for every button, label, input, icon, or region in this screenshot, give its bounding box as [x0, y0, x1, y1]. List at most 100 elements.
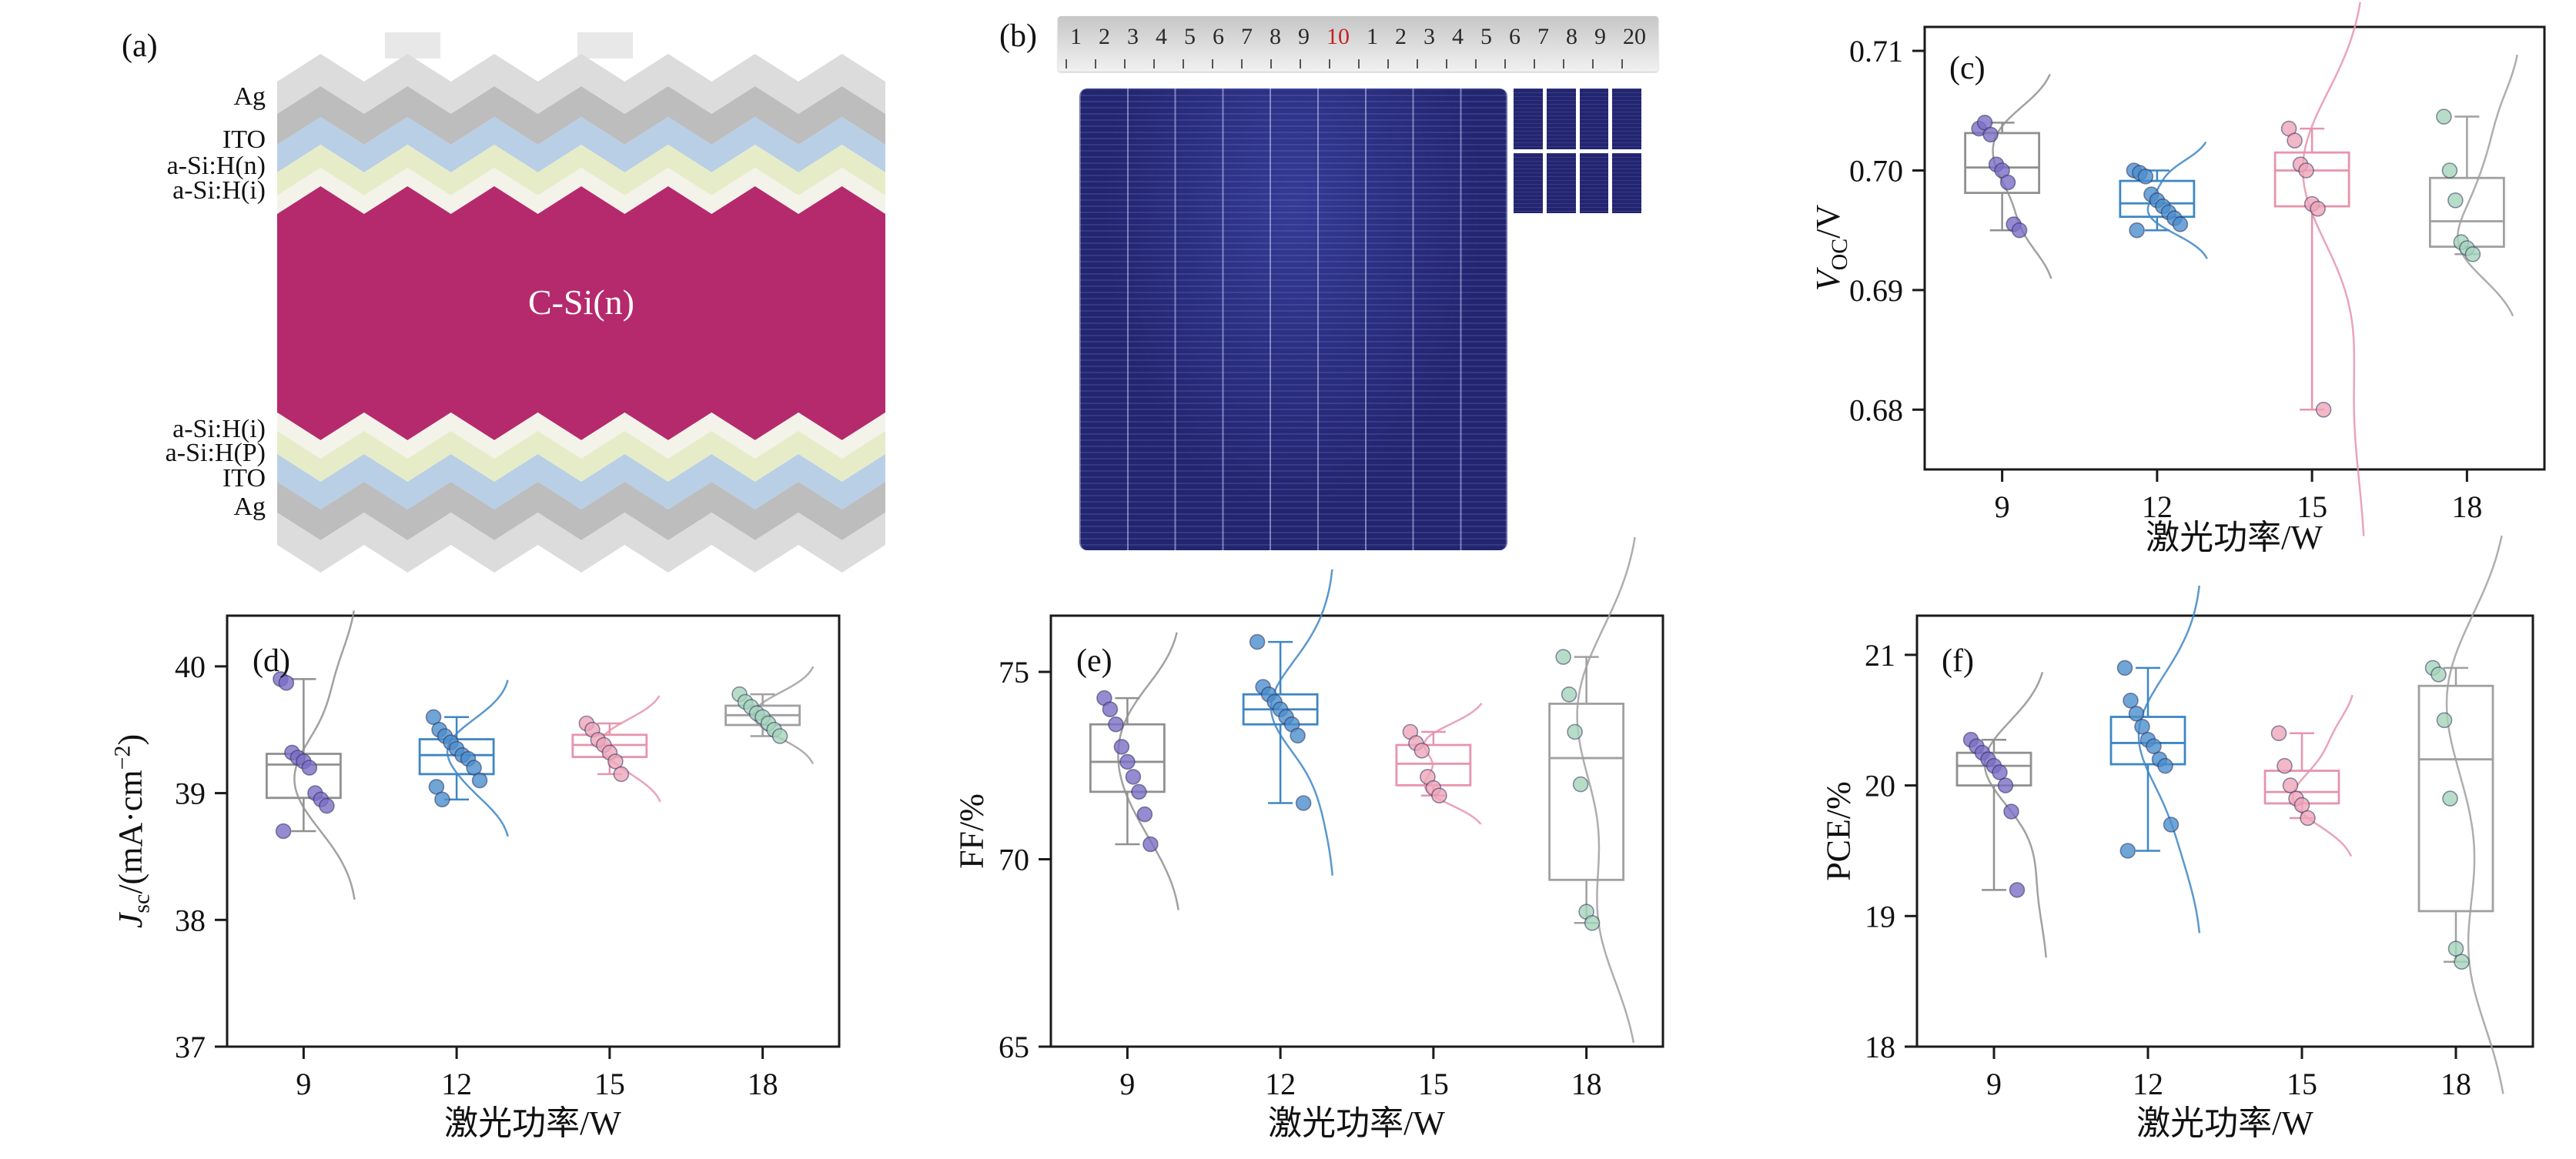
y-axis-label-part: OC [1826, 238, 1852, 271]
box-group [2263, 694, 2354, 857]
data-point [1584, 914, 1601, 931]
y-tick-label: 75 [999, 655, 1029, 690]
data-point [2129, 222, 2145, 239]
layer-label-asi-i-top: a-Si:H(i) [172, 176, 266, 205]
y-tick-label: 20 [1865, 769, 1895, 803]
violin-curve [2445, 535, 2504, 1094]
ruler-number: 7 [1241, 24, 1253, 49]
data-point [1555, 649, 1571, 665]
voc-x-axis-label: 激光功率/W [2146, 519, 2323, 556]
x-tick-label: 12 [2142, 489, 2173, 524]
x-tick-label: 12 [1265, 1067, 1296, 1101]
cell-fragment [1612, 152, 1641, 213]
ruler-number: 3 [1127, 24, 1139, 49]
box-group [2417, 535, 2504, 1094]
panel-b-tag: (b) [999, 18, 1037, 54]
y-axis-label-part: /V [1809, 204, 1848, 239]
data-point [2441, 162, 2458, 179]
data-point [301, 760, 318, 776]
box-group [2119, 141, 2208, 259]
box-group [1395, 702, 1483, 825]
data-point [2003, 803, 2019, 820]
ruler-number: 4 [1452, 24, 1464, 49]
data-point [771, 728, 788, 744]
data-point [1125, 769, 1142, 785]
pce-y-axis-label: PCE/% [1819, 781, 1858, 881]
box-group [2273, 2, 2365, 536]
y-axis-label-part: /(mA·cm [111, 770, 149, 894]
x-tick-label: 18 [1571, 1067, 1602, 1101]
x-tick-label: 15 [2297, 489, 2327, 524]
violin-curve [2137, 585, 2201, 934]
ruler-number: 1 [1367, 24, 1378, 49]
data-point [1295, 795, 1312, 811]
data-point [1982, 126, 1999, 143]
cell-fragment [1546, 152, 1576, 213]
box [2119, 179, 2196, 219]
jsc-boxplot: 37 38 39 40 9 12 15 18 [175, 610, 841, 1101]
panel-c-tag: (c) [1949, 51, 1986, 86]
data-point [2436, 109, 2452, 125]
violin-curve [2301, 2, 2365, 536]
ruler-number: 9 [1594, 24, 1606, 49]
data-point [1431, 787, 1447, 804]
violin-curve [1117, 632, 1179, 910]
box [1089, 723, 1166, 793]
plot-frame [1049, 614, 1664, 1048]
x-tick-label: 18 [2441, 1067, 2471, 1101]
data-point [2277, 757, 2293, 774]
y-tick-label: 38 [175, 903, 206, 937]
violin-curve [1270, 569, 1333, 876]
data-point [2300, 810, 2316, 827]
data-point [2123, 693, 2139, 709]
data-point [2464, 245, 2481, 262]
cut-cell-fragments [1514, 89, 1641, 213]
data-point [2116, 660, 2133, 676]
pce-x-axis-label: 激光功率/W [2136, 1104, 2313, 1142]
data-point [2282, 777, 2299, 793]
x-tick-label: 12 [441, 1067, 472, 1101]
plot-frame [1923, 25, 2546, 471]
y-tick-label: 37 [175, 1030, 206, 1064]
violin-curve [1576, 536, 1636, 1044]
data-point [1131, 783, 1147, 800]
ruler-number: 5 [1480, 24, 1492, 49]
data-point [2163, 817, 2180, 833]
ruler-number: 2 [1395, 24, 1407, 49]
cell-fragment [1612, 89, 1641, 149]
box-group [1242, 569, 1333, 876]
x-tick-label: 15 [594, 1067, 625, 1101]
data-point [2287, 132, 2303, 149]
panel-a-tag: (a) [122, 28, 158, 64]
x-tick-label: 15 [1418, 1067, 1449, 1101]
data-point [471, 772, 488, 789]
y-tick-label: 0.69 [1849, 273, 1903, 308]
box [1548, 703, 1625, 881]
data-point [278, 675, 295, 691]
data-point [1572, 776, 1589, 793]
cell-schematic: C-Si(n) [277, 32, 885, 573]
y-tick-label: 65 [999, 1030, 1029, 1064]
data-point [1113, 739, 1130, 755]
box-group [1089, 632, 1179, 910]
ruler-number: 20 [1623, 24, 1646, 49]
chart-pce: 18 19 20 21 9 12 15 18 (f) PCE/% 激光功率/W [1771, 535, 2571, 1154]
data-point [1142, 836, 1159, 853]
data-point [2436, 712, 2453, 729]
x-tick-label: 9 [1986, 1067, 2002, 1101]
data-point [2310, 200, 2326, 217]
data-point [1290, 727, 1306, 744]
x-tick-label: 12 [2133, 1067, 2163, 1101]
box-group [724, 666, 815, 765]
violin-curve [446, 680, 509, 837]
box-group [1955, 672, 2047, 958]
y-tick-label: 0.68 [1849, 392, 1903, 427]
ruler-number: 4 [1156, 24, 1167, 49]
box [1964, 132, 2041, 195]
data-point [613, 766, 630, 783]
cell-fragment [1579, 152, 1609, 213]
y-axis-label-part: sc [129, 893, 155, 914]
c-si-label: C-Si(n) [528, 282, 634, 322]
ruler-number: 5 [1184, 24, 1196, 49]
layer-label-asi-p: a-Si:H(P) [165, 439, 266, 467]
